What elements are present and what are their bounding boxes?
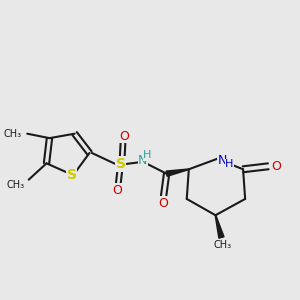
Text: S: S [116, 157, 126, 171]
Text: N: N [218, 154, 227, 167]
Polygon shape [215, 215, 224, 238]
Text: O: O [112, 184, 122, 197]
Text: H: H [143, 150, 152, 160]
Polygon shape [166, 169, 189, 176]
Text: S: S [67, 168, 77, 182]
Text: CH₃: CH₃ [214, 240, 232, 250]
Text: O: O [271, 160, 281, 173]
Text: H: H [225, 159, 234, 169]
Text: N: N [138, 154, 148, 167]
Text: O: O [119, 130, 129, 142]
Text: CH₃: CH₃ [6, 180, 24, 190]
Text: O: O [159, 197, 169, 210]
Text: CH₃: CH₃ [3, 129, 21, 139]
